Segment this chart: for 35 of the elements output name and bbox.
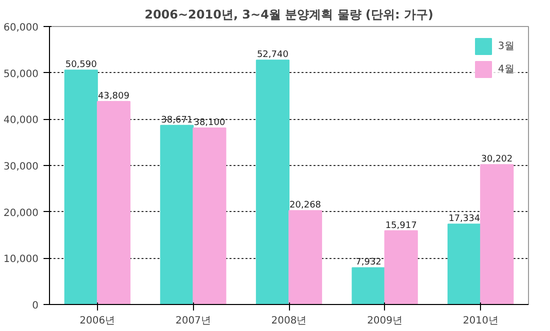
- x-tick-label: 2008년: [271, 316, 307, 326]
- x-tick-label: 2010년: [462, 316, 498, 326]
- bar: [288, 210, 322, 304]
- y-tick-label: 30,000: [4, 162, 39, 172]
- bar: [192, 127, 226, 304]
- data-label: 38,671: [161, 115, 193, 126]
- data-label: 7,932: [356, 258, 382, 268]
- bar: [480, 164, 514, 304]
- legend-label: 3월: [498, 40, 516, 53]
- data-label: 30,202: [481, 154, 513, 165]
- bar: [352, 267, 386, 304]
- x-tick-label: 2009년: [367, 316, 403, 326]
- y-tick-label: 20,000: [4, 208, 39, 219]
- x-tick-label: 2006년: [80, 316, 116, 326]
- y-tick-label: 50,000: [4, 68, 39, 80]
- bar: [448, 224, 482, 304]
- y-tick-label: 60,000: [4, 22, 39, 34]
- y-tick-label: 40,000: [4, 115, 39, 126]
- data-label: 15,917: [385, 220, 417, 231]
- data-label: 50,590: [65, 60, 98, 70]
- data-label: 20,268: [290, 200, 322, 211]
- bar: [64, 70, 98, 304]
- y-tick-label: 0: [32, 300, 39, 312]
- bar: [256, 60, 290, 304]
- x-tick-label: 2007년: [175, 316, 211, 326]
- chart-title: 2006~2010년, 3~4월 분양계획 물량 (단위: 가구): [144, 8, 434, 22]
- data-label: 43,809: [98, 92, 130, 102]
- y-tick-label: 10,000: [4, 254, 39, 266]
- bar: [96, 101, 130, 304]
- data-label: 52,740: [256, 50, 289, 60]
- bar: [160, 124, 194, 304]
- data-label: 17,334: [448, 214, 480, 224]
- data-label: 38,100: [194, 118, 226, 128]
- bar: [384, 230, 418, 304]
- legend-label: 4월: [498, 63, 516, 76]
